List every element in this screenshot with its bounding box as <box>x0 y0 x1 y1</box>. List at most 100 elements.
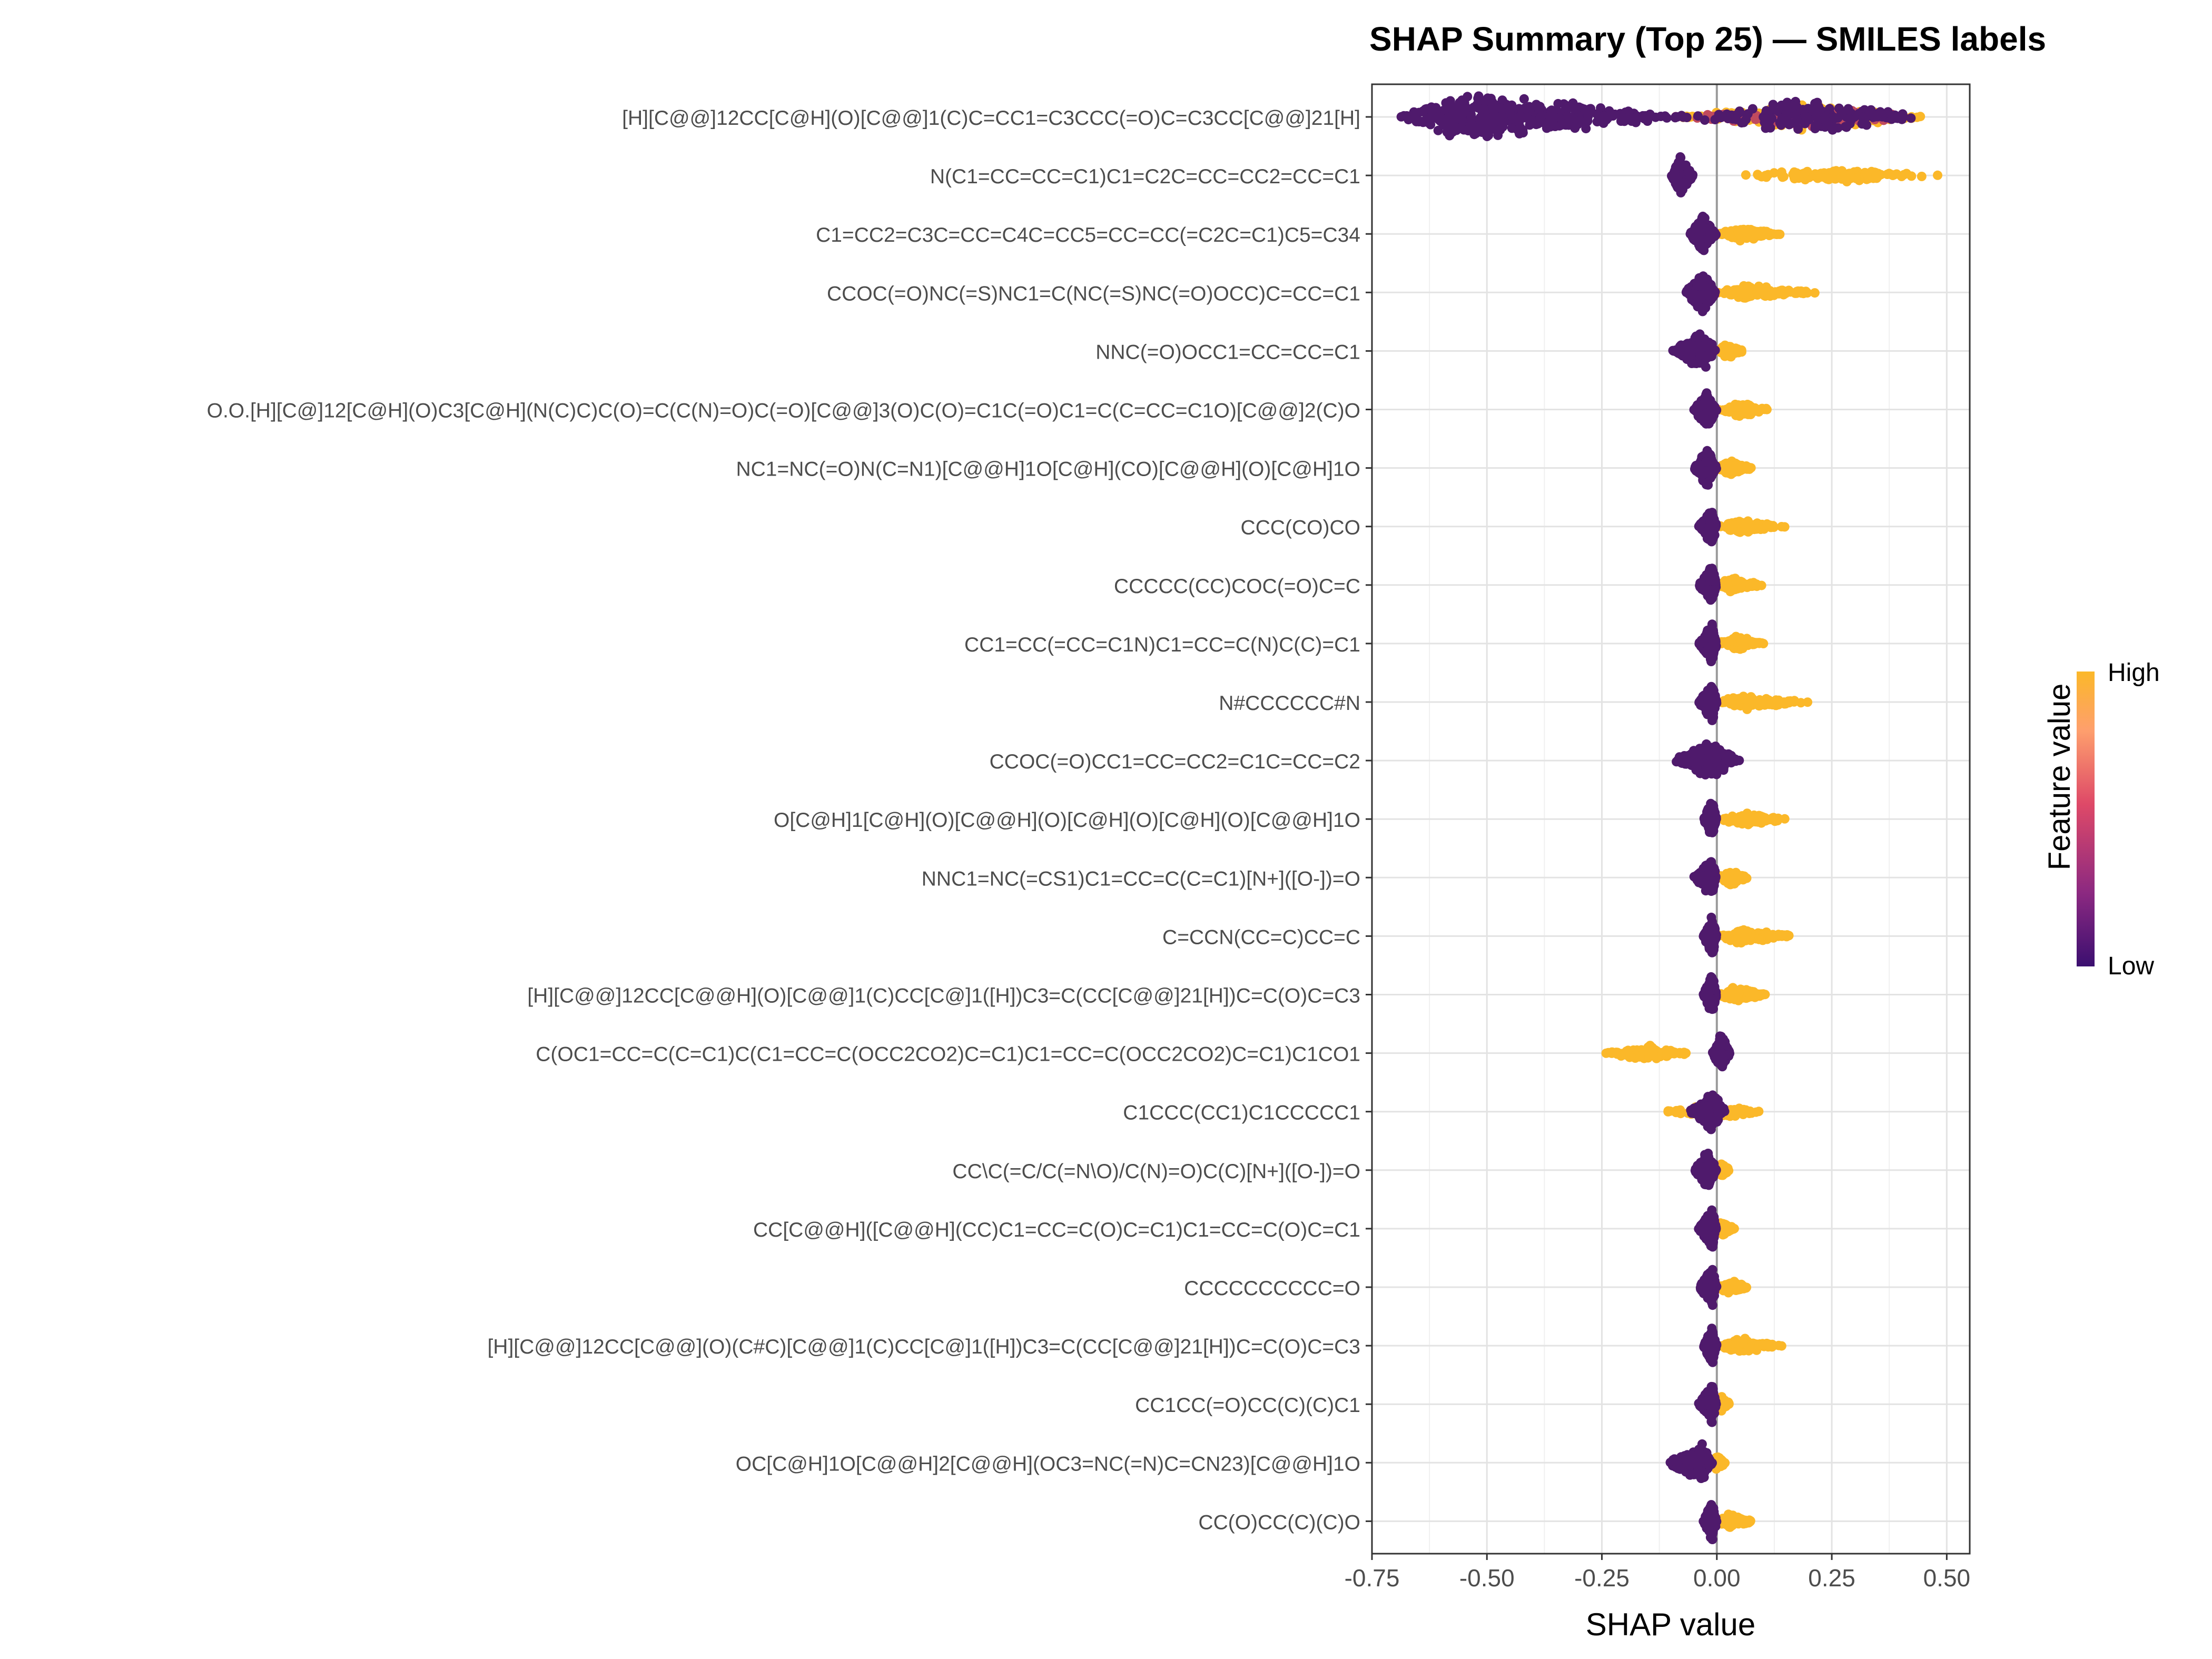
shap-point-high <box>1907 171 1917 181</box>
shap-point-low <box>1621 113 1631 123</box>
shap-point-low <box>1493 130 1503 140</box>
shap-point-low <box>1701 224 1711 234</box>
shap-point-low <box>1445 131 1455 141</box>
shap-point-high <box>1810 288 1820 298</box>
shap-point-low <box>1434 112 1444 122</box>
shap-point-high <box>1733 227 1743 237</box>
shap-point-high <box>1871 167 1881 177</box>
shap-point-high <box>1760 700 1770 710</box>
shap-point-high <box>1725 290 1735 300</box>
shap-point-low <box>1800 112 1810 122</box>
shap-point-low <box>1844 114 1854 124</box>
shap-point-low <box>1709 401 1719 410</box>
shap-point-low <box>1824 104 1834 114</box>
shap-point-low <box>1742 110 1752 120</box>
shap-point-low <box>1519 94 1529 104</box>
shap-point-high <box>1884 169 1894 179</box>
shap-point-low <box>1695 638 1705 648</box>
shap-point-high <box>1738 640 1748 650</box>
shap-point-low <box>1420 104 1430 114</box>
shap-point-low <box>1488 97 1498 107</box>
shap-point-low <box>1463 124 1473 134</box>
shap-point-low <box>1640 114 1650 124</box>
shap-point-low <box>1532 100 1541 110</box>
shap-point-low <box>1594 113 1604 122</box>
chart-title: SHAP Summary (Top 25) — SMILES labels <box>1369 20 2046 58</box>
shap-point-high <box>1892 169 1902 179</box>
shap-point-high <box>1765 291 1775 301</box>
shap-point-high <box>1743 404 1753 414</box>
shap-point-high <box>1860 167 1870 177</box>
shap-point-high <box>1750 525 1760 535</box>
shap-point-high <box>1779 172 1789 182</box>
feature-row-points <box>1396 91 1925 141</box>
shap-point-high <box>1736 581 1746 591</box>
shap-point-low <box>1505 109 1515 119</box>
shap-point-low <box>1507 100 1517 110</box>
shap-point-high <box>1822 173 1832 183</box>
shap-point-low <box>1549 121 1559 131</box>
shap-point-low <box>1535 113 1545 123</box>
shap-point-low <box>1689 344 1699 354</box>
shap-point-low <box>1480 96 1490 106</box>
shap-point-low <box>1859 112 1869 122</box>
shap-point-low <box>1829 113 1839 123</box>
shap-point-high <box>1933 170 1942 180</box>
shap-point-low <box>1747 104 1757 114</box>
shap-point-low <box>1556 120 1566 130</box>
shap-point-high <box>1785 696 1795 706</box>
shap-point-low <box>1702 416 1712 426</box>
shap-point-high <box>1769 522 1779 532</box>
shap-point-high <box>1747 698 1757 708</box>
shap-point-low <box>1867 110 1877 120</box>
shap-point-low <box>1696 294 1706 304</box>
shap-point-high <box>1761 172 1771 182</box>
shap-point-high <box>1729 464 1739 474</box>
shap-point-low <box>1581 124 1591 134</box>
shap-point-high <box>1803 697 1813 707</box>
shap-point-low <box>1701 457 1711 467</box>
shap-point-high <box>1749 226 1759 236</box>
shap-point-high <box>1772 697 1782 707</box>
shap-point-low <box>1441 98 1451 108</box>
shap-point-high <box>1723 580 1733 590</box>
shap-point-high <box>1752 404 1762 414</box>
shap-point-high <box>1730 700 1740 710</box>
shap-point-high <box>1781 288 1791 298</box>
shap-point-low <box>1582 116 1592 126</box>
shap-points <box>1396 91 1942 1544</box>
shap-point-low <box>1680 179 1690 189</box>
shap-point-low <box>1443 112 1453 122</box>
shap-point-low <box>1469 102 1479 112</box>
shap-point-low <box>1833 123 1843 133</box>
shap-point-high <box>1734 527 1744 537</box>
shap-point-high <box>1741 170 1751 180</box>
shap-point-high <box>1844 169 1854 179</box>
shap-point-low <box>1708 643 1717 653</box>
shap-point-low <box>1811 121 1820 131</box>
shap-point-low <box>1812 97 1822 107</box>
shap-point-low <box>1710 228 1720 238</box>
shap-point-low <box>1788 101 1798 111</box>
shap-point-high <box>1796 288 1806 298</box>
shap-point-low <box>1709 576 1719 586</box>
shap-point-high <box>1743 289 1753 299</box>
shap-point-low <box>1899 112 1908 122</box>
shap-point-low <box>1513 125 1523 135</box>
shap-point-low <box>1891 113 1901 123</box>
shap-point-low <box>1714 110 1724 120</box>
shap-point-low <box>1699 281 1709 291</box>
shap-point-high <box>1726 521 1736 531</box>
shap-point-low <box>1709 585 1719 595</box>
shap-point-high <box>1917 172 1927 181</box>
shap-point-high <box>1725 228 1735 238</box>
shap-point-low <box>1761 106 1771 116</box>
feature-row-points <box>1667 152 1942 197</box>
shap-point-low <box>1479 125 1489 135</box>
shap-point-low <box>1700 342 1710 352</box>
shap-point-low <box>1396 112 1406 122</box>
shap-point-low <box>1496 103 1506 113</box>
shap-point-high <box>1753 170 1763 180</box>
